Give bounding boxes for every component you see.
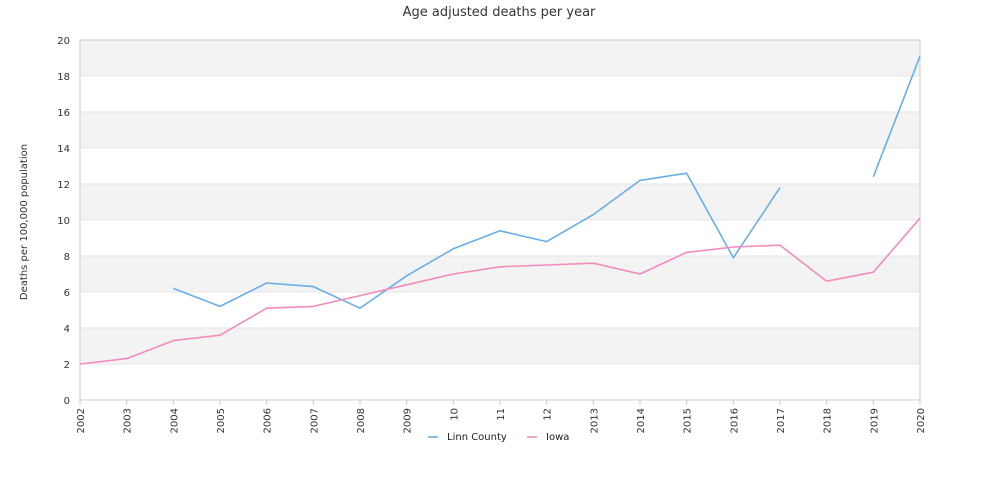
grid-band xyxy=(80,148,920,184)
y-tick-label: 4 xyxy=(64,324,70,335)
x-tick-label: 2020 xyxy=(916,408,927,433)
x-tick-label: 10 xyxy=(449,408,460,421)
x-tick-label: 2018 xyxy=(823,408,834,433)
y-axis: 0 2 4 6 8 10 12 14 16 18 20 xyxy=(57,36,70,407)
legend-item-iowa[interactable]: Iowa xyxy=(527,432,569,443)
y-tick-label: 14 xyxy=(57,144,70,155)
grid-band xyxy=(80,112,920,148)
x-tick-label: 2008 xyxy=(356,408,367,433)
grid-band xyxy=(80,364,920,400)
series-linn-county xyxy=(173,55,921,310)
legend-item-linn-county[interactable]: Linn County xyxy=(428,432,507,443)
y-tick-label: 10 xyxy=(57,216,70,227)
x-tick-label: 2013 xyxy=(589,408,600,433)
x-tick-label: 2019 xyxy=(869,408,880,433)
legend[interactable]: Linn County Iowa xyxy=(428,432,569,443)
grid-band xyxy=(80,292,920,328)
grid-band xyxy=(80,256,920,292)
x-tick-label: 2016 xyxy=(729,408,740,433)
y-tick-label: 2 xyxy=(64,360,70,371)
x-tick-label: 2009 xyxy=(403,408,414,433)
x-tick-label: 2003 xyxy=(123,408,134,433)
x-tick-label: 2015 xyxy=(683,408,694,433)
x-tick-label: 2014 xyxy=(636,408,647,433)
y-tick-label: 16 xyxy=(57,108,70,119)
series-line-segment xyxy=(872,55,921,178)
grid-band xyxy=(80,40,920,76)
x-tick-label: 2002 xyxy=(76,408,87,433)
x-tick-label: 2007 xyxy=(309,408,320,433)
x-tick-label: 2017 xyxy=(776,408,787,433)
y-tick-label: 0 xyxy=(64,396,70,407)
grid-band xyxy=(80,184,920,220)
x-tick-label: 2005 xyxy=(216,408,227,433)
plot-background xyxy=(79,39,921,401)
y-tick-label: 18 xyxy=(57,72,70,83)
legend-label: Iowa xyxy=(546,432,569,443)
grid-band xyxy=(80,220,920,256)
x-axis: 2002 2003 2004 2005 2006 2007 2008 2009 10 11 12 20… xyxy=(76,400,927,433)
y-tick-label: 12 xyxy=(57,180,70,191)
y-tick-label: 6 xyxy=(64,288,70,299)
series-lines xyxy=(79,55,921,365)
series-line-segment xyxy=(79,217,921,365)
y-tick-label: 8 xyxy=(64,252,70,263)
series-iowa xyxy=(79,217,921,365)
grid-band xyxy=(80,76,920,112)
grid-band xyxy=(80,328,920,364)
series-line-segment xyxy=(173,172,781,310)
y-axis-label: Deaths per 100,000 population xyxy=(19,144,30,300)
x-tick-label: 11 xyxy=(496,408,507,421)
x-tick-label: 12 xyxy=(543,408,554,421)
y-tick-label: 20 xyxy=(57,36,70,47)
chart-title: Age adjusted deaths per year xyxy=(403,5,596,20)
x-tick-label: 2004 xyxy=(169,408,180,433)
x-tick-label: 2006 xyxy=(263,408,274,433)
legend-label: Linn County xyxy=(447,432,507,443)
